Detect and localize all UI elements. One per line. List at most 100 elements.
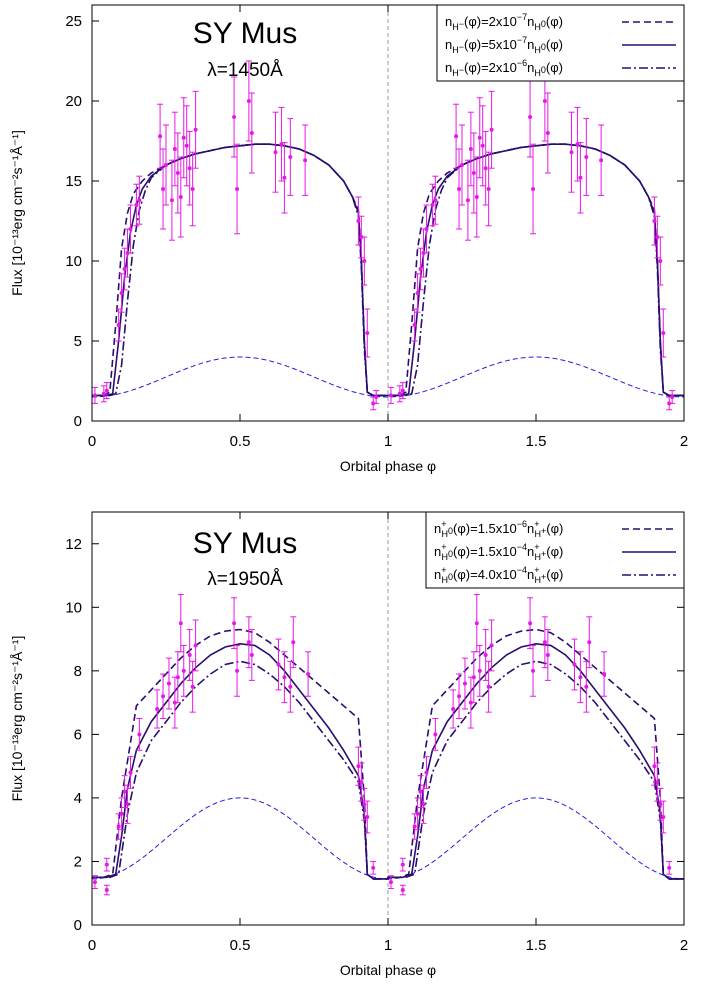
top-panel: 0 5 10 15 20 25 0 0.5 1 1.5 2 Orbital phase φ Flux […	[9, 4, 688, 474]
data-point	[569, 150, 574, 155]
data-point	[122, 267, 127, 271]
data-point	[193, 127, 198, 132]
data-point	[178, 195, 183, 199]
data-point	[489, 127, 494, 132]
legend-sub: H	[452, 68, 459, 78]
legend-exp: −6	[517, 58, 527, 68]
data-point	[273, 150, 278, 155]
x-tick-label: 0.5	[230, 433, 251, 450]
data-point	[474, 621, 479, 626]
model-series-dashdot	[92, 143, 684, 397]
legend-var: n	[445, 14, 452, 29]
legend-var: n	[527, 544, 534, 559]
data-point	[365, 814, 370, 819]
data-point	[486, 187, 491, 191]
data-point	[400, 862, 405, 867]
data-point	[462, 681, 467, 686]
legend-tail: (φ)	[546, 14, 563, 29]
data-point	[282, 675, 287, 680]
data-point	[658, 259, 663, 263]
legend-exp: −4	[517, 542, 527, 552]
data-point	[184, 143, 189, 148]
data-point	[602, 672, 607, 677]
legend-var: n	[445, 60, 452, 75]
reference-curve	[92, 797, 684, 880]
data-point	[471, 171, 476, 175]
legend-var: n	[527, 567, 534, 582]
data-point	[412, 824, 417, 829]
data-point	[415, 811, 420, 816]
data-point	[421, 802, 426, 807]
data-point	[667, 865, 672, 870]
model-series-dashdot	[92, 660, 684, 880]
data-point	[578, 175, 583, 180]
data-point	[104, 862, 109, 867]
data-point	[371, 865, 376, 870]
legend-var: n	[527, 14, 534, 29]
data-point	[232, 115, 237, 119]
legend-sup: +	[534, 542, 539, 552]
y-tick-label: 12	[65, 536, 82, 553]
data-point	[235, 187, 240, 191]
y-tick-label: 25	[65, 13, 82, 30]
data-point	[457, 187, 462, 191]
legend-subsup: +	[541, 549, 546, 559]
legend-tail: (φ)	[546, 521, 563, 536]
y-tick-label: 6	[74, 726, 82, 743]
data-point	[424, 227, 429, 231]
data-point	[652, 764, 657, 769]
data-point	[282, 175, 287, 180]
data-point	[172, 147, 177, 151]
legend-sup: +	[534, 519, 539, 529]
legend-sub: H	[442, 529, 449, 539]
data-point	[471, 675, 476, 680]
data-point	[235, 668, 240, 673]
legend-subsup: 0	[541, 65, 546, 75]
data-point	[388, 880, 393, 885]
data-point	[101, 391, 106, 396]
data-point	[249, 131, 254, 135]
legend-sub: H	[534, 22, 541, 32]
legend-sub: H	[452, 22, 459, 32]
legend-var: n	[445, 37, 452, 52]
legend-tail: (φ)	[546, 60, 563, 75]
data-point	[276, 662, 281, 667]
data-point	[288, 684, 293, 689]
legend-sub: H	[535, 529, 542, 539]
legend-sub: H	[452, 45, 459, 55]
data-point	[116, 323, 121, 327]
y-tick-label: 8	[74, 663, 82, 680]
legend-var: n	[434, 567, 441, 582]
legend-sup: +	[441, 542, 446, 552]
data-point	[468, 147, 473, 151]
data-point	[119, 811, 124, 816]
legend-mid: (φ)=2x10	[464, 14, 517, 29]
chart-title: SY Mus	[193, 17, 298, 50]
legend-mid: (φ)=2x10	[464, 60, 517, 75]
data-point	[362, 802, 367, 807]
legend-subsup: +	[541, 572, 546, 582]
data-point	[279, 142, 284, 147]
y-tick-label: 5	[74, 333, 82, 350]
y-tick-label: 0	[74, 917, 82, 934]
data-point	[119, 291, 124, 295]
legend-sup: +	[534, 565, 539, 575]
data-point	[306, 672, 311, 677]
data-point	[187, 652, 192, 657]
data-point	[359, 780, 364, 785]
data-point	[178, 621, 183, 626]
legend-mid: (φ)=1.5x10	[453, 521, 517, 536]
reference-curve	[92, 356, 684, 398]
legend-exp: −7	[517, 35, 527, 45]
legend-exp: −7	[517, 12, 527, 22]
data-point	[599, 158, 604, 163]
data-point	[291, 640, 296, 645]
data-point	[477, 135, 482, 140]
legend-label: nH−(φ)=5x10−7nH0(φ)	[445, 35, 563, 55]
legend-label: n+ H0(φ)=4.0x10−4n+ H+(φ)	[434, 565, 563, 585]
data-point	[190, 684, 195, 689]
data-point	[362, 259, 367, 263]
data-point	[483, 166, 488, 171]
legend-sup: +	[441, 565, 446, 575]
